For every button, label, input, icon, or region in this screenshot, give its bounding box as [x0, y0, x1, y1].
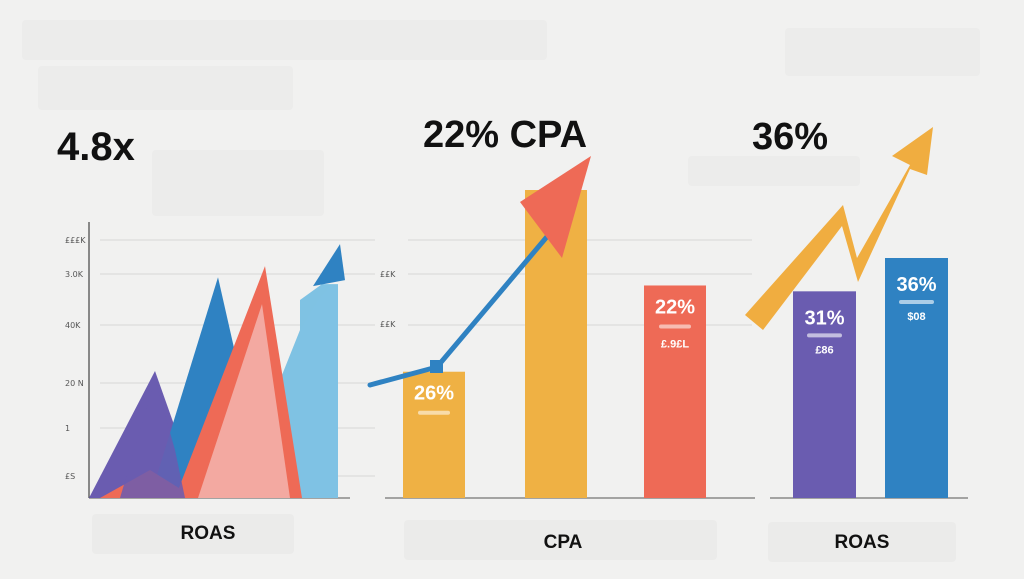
bar-roas: [885, 258, 948, 498]
bar-value-label-roas: 31%: [804, 307, 844, 329]
x-axis-label-1: ROAS: [181, 523, 236, 544]
bar-value-label-cpa: 22%: [655, 296, 695, 318]
y-ticks-1: £££K 3.0K 40K 20 N 1 £S: [65, 236, 86, 481]
headline-22-cpa: 22% CPA: [423, 114, 587, 156]
bg-block-top-right: [785, 28, 980, 76]
bg-block-right: [688, 156, 860, 186]
y-tick-label-1: £S: [65, 472, 75, 481]
xlabel-box-3: [768, 522, 956, 562]
area-series-light-blue-fill: [300, 286, 338, 498]
bg-block-left-2: [152, 150, 324, 216]
y-ticks-2: ££K ££K: [380, 270, 396, 329]
y-tick-label-2: ££K: [380, 270, 396, 279]
bg-block-top: [22, 20, 547, 60]
bar-value-label-roas: 36%: [896, 274, 936, 296]
xlabel-box-2: [404, 520, 717, 560]
headline-36: 36%: [752, 116, 828, 158]
xlabel-box-1: [92, 514, 294, 554]
y-tick-label-1: 1: [65, 424, 70, 433]
trend-arrow-cpa: [367, 156, 591, 388]
x-axis-label-3: ROAS: [835, 532, 890, 553]
y-tick-label-1: £££K: [65, 236, 86, 245]
bar-sub-label-roas: £86: [815, 344, 833, 356]
bar-sub-label-roas: $08: [907, 311, 925, 323]
area-series-coral-inner: [198, 304, 290, 498]
trend-marker-cpa: [430, 360, 443, 373]
panel-roas-area: £££K 3.0K 40K 20 N 1 £S 4.8x ROAS: [57, 125, 375, 544]
bar-cpa: [644, 285, 706, 498]
bar-label-underline: [807, 333, 842, 338]
bar-label-underline: [659, 324, 691, 329]
bar-label-underline: [418, 410, 450, 415]
x-axis-label-2: CPA: [544, 532, 583, 553]
y-tick-label-2: ££K: [380, 320, 396, 329]
panel-roas-bars: 31% £86 36% $08 36% ROAS: [745, 116, 968, 553]
y-tick-label-1: 3.0K: [65, 270, 84, 279]
y-tick-label-1: 40K: [65, 321, 81, 330]
headline-roas-4-8x: 4.8x: [57, 125, 135, 169]
trend-arrow-roas: [745, 127, 933, 330]
bar-value-label-cpa: 26%: [414, 383, 454, 405]
area-series-purple-front: [120, 380, 185, 498]
bars-cpa: 26% 22% £.9£L: [403, 190, 706, 498]
bg-block-left: [38, 66, 293, 110]
trend-arrowhead-cpa: [520, 156, 591, 258]
bar-roas: [793, 291, 856, 498]
y-tick-label-1: 20 N: [65, 379, 84, 388]
rising-arrowhead: [313, 244, 345, 287]
bar-label-underline: [899, 300, 934, 304]
area-series-group: [89, 244, 345, 498]
panel-cpa-bars: ££K ££K 26% 22% £.9£L 22% CPA CPA: [367, 114, 755, 553]
bars-roas: 31% £86 36% $08: [793, 258, 948, 498]
bar-cpa: [403, 371, 465, 498]
bar-sub-label-cpa: £.9£L: [661, 338, 689, 350]
